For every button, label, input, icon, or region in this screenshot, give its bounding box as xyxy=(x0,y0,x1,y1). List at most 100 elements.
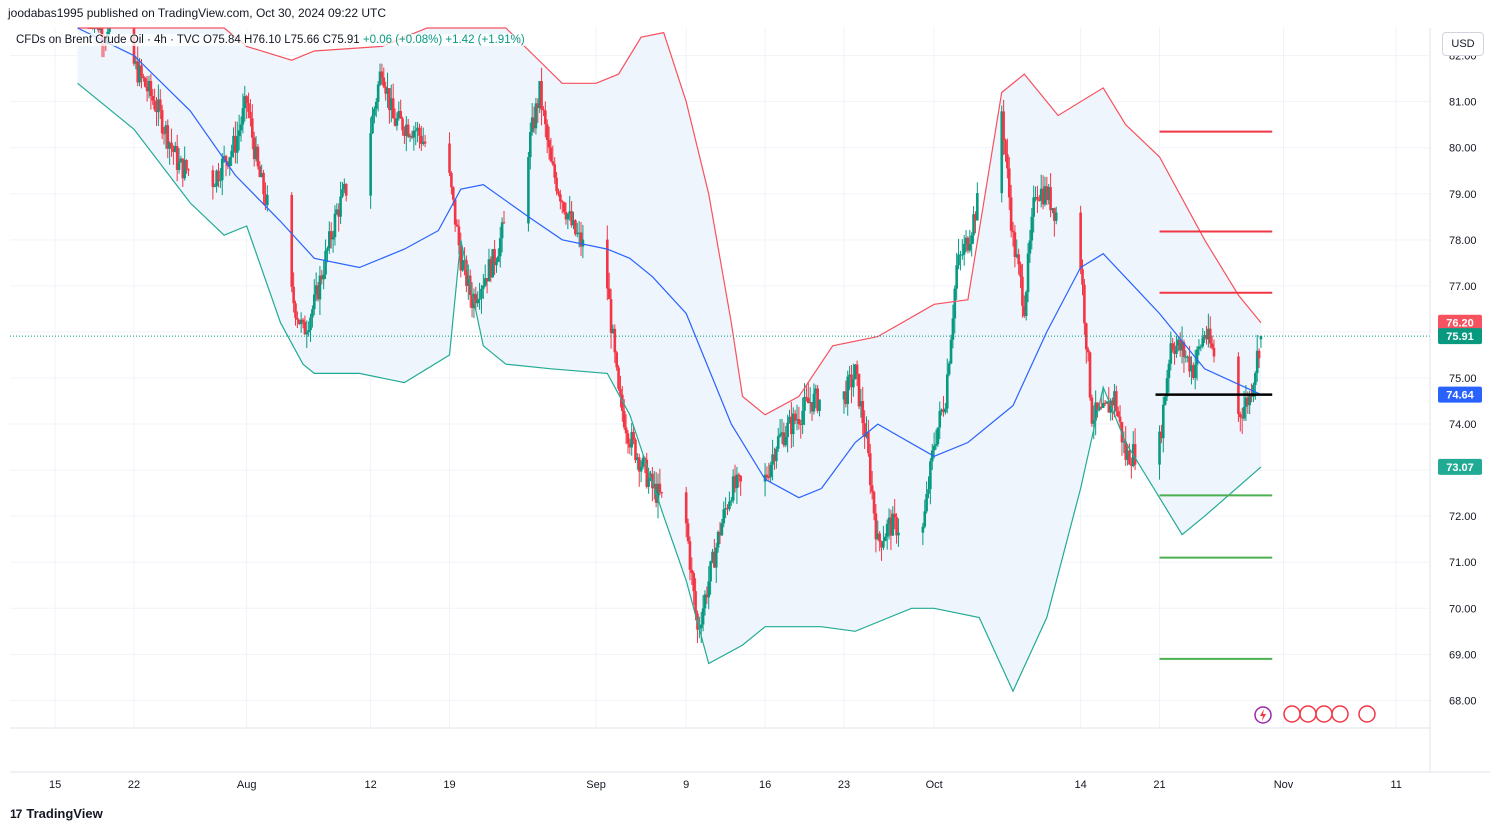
candle-body xyxy=(617,367,620,389)
price-tag-label: 76.20 xyxy=(1446,318,1474,330)
candle-body xyxy=(974,214,977,221)
candle-body xyxy=(1237,356,1240,415)
candle-body xyxy=(1019,264,1022,277)
symbol-name[interactable]: CFDs on Brent Crude Oil · 4h · TVC xyxy=(16,34,200,46)
candle-body xyxy=(463,260,466,262)
candle-body xyxy=(173,146,177,152)
candle-body xyxy=(1039,188,1043,201)
candle-body xyxy=(222,156,226,159)
candle-body xyxy=(688,541,692,570)
price-tag-box xyxy=(1438,386,1482,403)
candle-body xyxy=(619,388,622,395)
time-tick-label: 15 xyxy=(49,779,61,791)
candle-body xyxy=(162,133,166,135)
candle-body xyxy=(1133,444,1137,465)
candle-body xyxy=(1161,404,1165,439)
candle-body xyxy=(1098,406,1101,410)
candle-body xyxy=(1036,197,1039,200)
price-tick-label: 77.00 xyxy=(1449,281,1477,293)
candle-body xyxy=(976,193,979,221)
candle-body xyxy=(737,474,741,476)
candle-body xyxy=(532,117,536,129)
candle-body xyxy=(970,235,973,245)
candle-body xyxy=(1197,346,1201,350)
bollinger-bands xyxy=(77,27,1262,693)
symbol-legend: CFDs on Brent Crude Oil · 4h · TVC O75.8… xyxy=(16,34,525,46)
price-tag-box xyxy=(1438,314,1482,331)
tradingview-logo[interactable]: 17 TradingView xyxy=(10,806,103,821)
candle-body xyxy=(739,475,742,482)
candle-body xyxy=(483,278,487,286)
candle-body xyxy=(1002,111,1005,141)
candle-body xyxy=(247,103,250,112)
candle-body xyxy=(805,396,808,398)
candle-body xyxy=(393,118,397,126)
publisher-line: joodabas1995 published on TradingView.co… xyxy=(8,6,387,20)
candle-body xyxy=(711,551,714,562)
candle-body xyxy=(1158,431,1161,465)
candle-body xyxy=(868,453,872,486)
candle-body xyxy=(333,213,337,238)
candle-body xyxy=(773,454,776,462)
candle-body xyxy=(628,443,632,448)
candle-body xyxy=(1126,450,1129,460)
candle-body xyxy=(142,76,145,79)
candle-body xyxy=(872,491,876,514)
candle-body xyxy=(1192,365,1195,378)
candle-body xyxy=(795,419,799,421)
candle-body xyxy=(160,110,164,134)
candle-body xyxy=(812,393,816,412)
candle-body xyxy=(564,211,568,220)
candle-body xyxy=(733,476,737,489)
currency-button[interactable]: USD xyxy=(1442,32,1484,56)
candle-body xyxy=(705,594,709,598)
candle-body xyxy=(639,466,643,472)
candle-body xyxy=(453,199,457,225)
candle-body xyxy=(852,379,855,388)
candle-body xyxy=(1193,364,1197,378)
candle-body xyxy=(1004,140,1007,155)
candle-body xyxy=(818,399,821,411)
candle-body xyxy=(451,187,455,200)
change-values: +0.06 (+0.08%) +1.42 (+1.91%) xyxy=(362,34,525,46)
candle-body xyxy=(296,317,299,320)
candle-body xyxy=(574,220,577,235)
candle-body xyxy=(1195,349,1199,365)
candle-body xyxy=(1254,373,1257,385)
candle-body xyxy=(470,294,474,309)
candle-body xyxy=(480,288,483,299)
candle-body xyxy=(1105,401,1109,404)
candle-body xyxy=(328,231,331,249)
candle-body xyxy=(399,111,402,119)
time-tick-label: 14 xyxy=(1075,779,1087,791)
candle-body xyxy=(788,416,791,423)
candle-body xyxy=(1257,350,1261,359)
candle-body xyxy=(1092,420,1096,424)
candle-body xyxy=(153,100,156,110)
candle-body xyxy=(716,531,720,548)
candle-body xyxy=(536,103,540,109)
candle-body xyxy=(1081,269,1084,285)
candle-body xyxy=(542,109,545,111)
candle-body xyxy=(297,319,301,324)
candle-body xyxy=(1160,431,1163,439)
candle-body xyxy=(925,493,928,512)
candle-body xyxy=(1207,328,1210,340)
candle-body xyxy=(322,274,325,280)
candle-body xyxy=(859,401,863,407)
candle-body xyxy=(1116,411,1120,417)
ohlc-values: O75.84 H76.10 L75.66 C75.91 xyxy=(203,34,360,46)
price-tick-label: 71.00 xyxy=(1449,557,1477,569)
candle-body xyxy=(416,127,419,131)
candle-body xyxy=(1021,276,1024,306)
candle-body xyxy=(1240,417,1244,419)
candle-body xyxy=(765,474,769,477)
candle-body xyxy=(373,108,376,116)
candle-body xyxy=(549,147,553,162)
candle-body xyxy=(611,328,615,333)
candle-body xyxy=(143,78,147,87)
candle-body xyxy=(962,243,966,255)
candle-body xyxy=(305,332,309,335)
price-tick-label: 80.00 xyxy=(1449,143,1477,155)
